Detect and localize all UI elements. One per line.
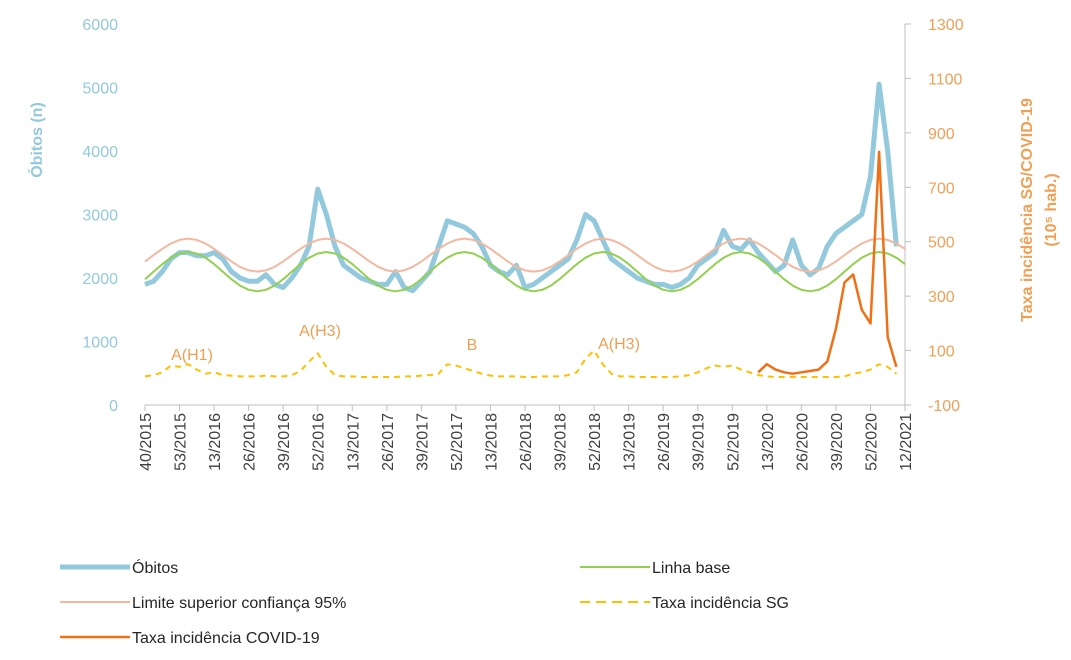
series-line [144, 81, 899, 294]
y-axis-title: Óbitos (n) [27, 102, 46, 178]
y-tick-label: 2000 [82, 271, 118, 288]
y-tick-label: 5000 [82, 81, 118, 98]
y2-tick-label: 1300 [928, 17, 964, 34]
annotation: A(H3) [598, 336, 640, 353]
x-tick-label: 26/2016 [242, 413, 259, 471]
x-tick-label: 26/2018 [518, 413, 535, 471]
y-tick-label: 4000 [82, 144, 118, 161]
legend-label: Limite superior confiança 95% [132, 595, 346, 612]
legend-label: Linha base [652, 560, 730, 577]
x-tick-label: 26/2020 [794, 413, 811, 471]
y-tick-label: 3000 [82, 208, 118, 225]
y2-tick-label: 100 [928, 344, 955, 361]
x-tick-label: 39/2018 [553, 413, 570, 471]
y2-tick-label: 700 [928, 180, 955, 197]
y2-tick-label: 500 [928, 235, 955, 252]
y-tick-label: 0 [109, 398, 118, 415]
y2-tick-label: 300 [928, 289, 955, 306]
x-tick-label: 26/2017 [380, 413, 397, 471]
legend-label: Óbitos [132, 558, 178, 577]
y2-tick-label: 1100 [928, 71, 963, 88]
y2-axis-title: Taxa incidência SG/COVID-19 [1019, 98, 1036, 322]
x-tick-label: 39/2020 [829, 413, 846, 471]
annotation: A(H3) [299, 323, 341, 340]
y-tick-label: 1000 [82, 335, 118, 352]
series-line [144, 251, 906, 293]
x-tick-label: 52/2020 [863, 413, 880, 471]
x-tick-label: 53/2015 [173, 413, 190, 471]
x-tick-label: 13/2020 [760, 413, 777, 471]
annotation: A(H1) [171, 347, 213, 364]
x-tick-label: 39/2019 [691, 413, 708, 471]
x-tick-label: 39/2016 [276, 413, 293, 471]
x-tick-label: 13/2019 [622, 413, 639, 471]
y2-tick-label: 900 [928, 126, 955, 143]
x-tick-label: 39/2017 [414, 413, 431, 471]
annotation: B [467, 337, 478, 354]
x-tick-label: 52/2019 [725, 413, 742, 471]
legend-label: Taxa incidência COVID-19 [132, 630, 320, 647]
series-line [144, 349, 898, 378]
y2-tick-label: -100 [928, 398, 960, 415]
x-tick-label: 12/2021 [898, 413, 915, 471]
x-tick-label: 26/2019 [656, 413, 673, 471]
series-line [144, 237, 906, 273]
x-tick-label: 52/2018 [587, 413, 604, 471]
x-tick-label: 13/2016 [207, 413, 224, 471]
series-line [757, 150, 898, 375]
legend-label: Taxa incidência SG [652, 595, 789, 612]
x-tick-label: 52/2017 [449, 413, 466, 471]
x-tick-label: 52/2016 [311, 413, 328, 471]
x-tick-label: 40/2015 [138, 413, 155, 471]
y2-axis-title: (10⁵ hab.) [1043, 173, 1060, 246]
y-tick-label: 6000 [82, 17, 118, 34]
x-tick-label: 13/2017 [345, 413, 362, 471]
x-tick-label: 13/2018 [483, 413, 500, 471]
